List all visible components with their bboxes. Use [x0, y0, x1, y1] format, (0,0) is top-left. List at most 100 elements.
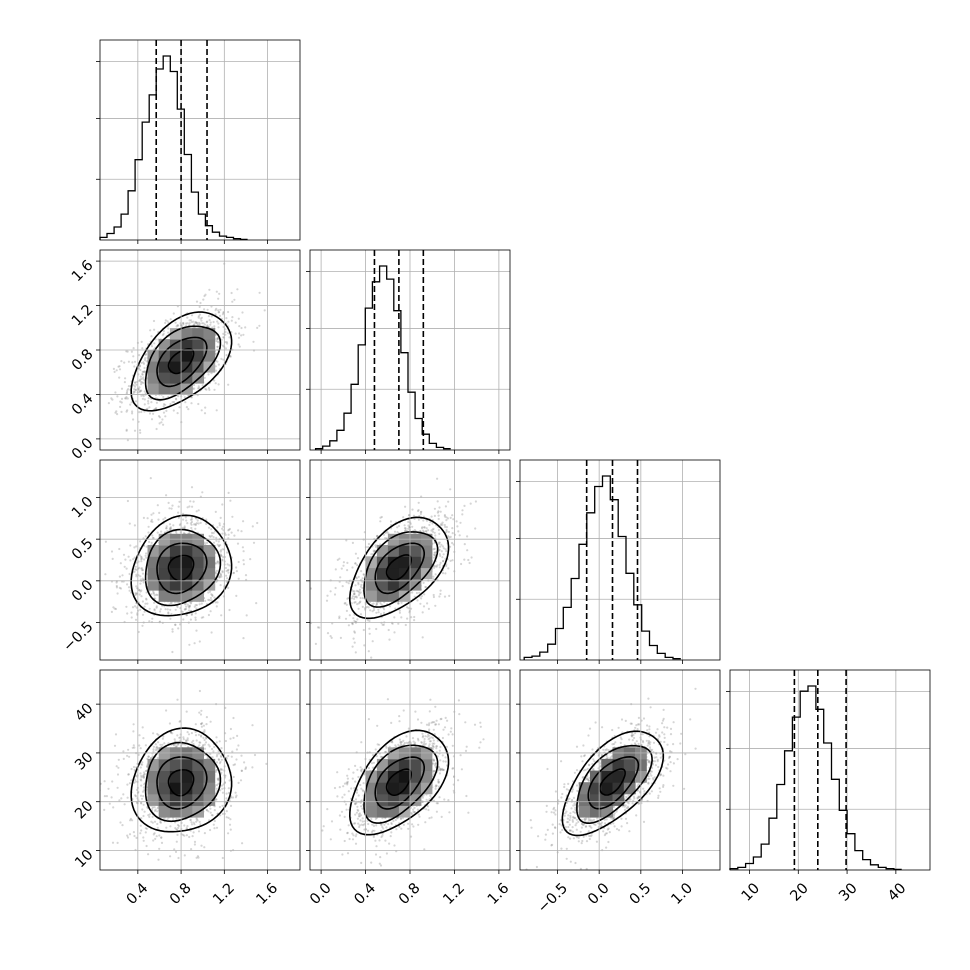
scatter-point — [213, 745, 216, 749]
density-cell — [158, 556, 171, 569]
scatter-point — [190, 516, 193, 519]
scatter-point — [203, 747, 207, 750]
scatter-point — [161, 737, 164, 740]
scatter-point — [207, 387, 210, 390]
scatter-point — [404, 527, 407, 530]
scatter-point — [398, 609, 401, 612]
scatter-point — [183, 396, 186, 399]
scatter-point — [232, 572, 235, 575]
scatter-point — [432, 527, 435, 531]
scatter-point — [112, 606, 115, 609]
scatter-point — [154, 597, 157, 600]
scatter-point — [355, 577, 358, 580]
scatter-point — [144, 353, 147, 356]
scatter-point — [216, 345, 219, 348]
scatter-point — [127, 773, 130, 776]
scatter-point — [145, 360, 148, 363]
scatter-point — [203, 846, 206, 849]
scatter-point — [191, 835, 194, 838]
scatter-point — [190, 526, 193, 530]
scatter-point — [183, 526, 186, 530]
scatter-point — [207, 315, 210, 318]
scatter-point — [203, 832, 206, 835]
scatter-point — [346, 597, 349, 600]
scatter-point — [149, 477, 152, 480]
scatter-point — [380, 603, 383, 606]
scatter-point — [437, 541, 441, 544]
scatter-point — [141, 808, 144, 811]
scatter-point — [237, 744, 240, 747]
scatter-point — [430, 515, 433, 518]
scatter-point — [144, 769, 147, 773]
scatter-point — [167, 327, 170, 330]
scatter-point — [420, 510, 423, 513]
scatter-point — [255, 602, 258, 605]
scatter-point — [346, 569, 349, 572]
scatter-point — [126, 397, 129, 400]
scatter-point — [185, 834, 188, 837]
scatter-point — [127, 360, 130, 363]
density-cell — [398, 533, 411, 546]
scatter-point — [150, 518, 153, 521]
scatter-point — [145, 598, 148, 601]
scatter-point — [348, 614, 351, 617]
scatter-point — [138, 379, 141, 382]
scatter-point — [249, 558, 252, 561]
scatter-point — [442, 547, 445, 550]
scatter-point — [111, 398, 114, 401]
scatter-point — [130, 401, 133, 404]
scatter-point — [227, 383, 230, 386]
scatter-point — [425, 586, 428, 589]
y-tick-label: 1.6 — [69, 257, 97, 285]
scatter-point — [438, 541, 441, 544]
density-cell — [158, 578, 171, 591]
scatter-point — [207, 613, 210, 617]
scatter-point — [133, 834, 136, 838]
scatter-point — [221, 856, 224, 860]
scatter-point — [194, 321, 197, 324]
scatter-point — [225, 574, 228, 577]
scatter-point — [447, 535, 450, 538]
scatter-point — [211, 593, 214, 597]
scatter-point — [195, 604, 198, 607]
scatter-point — [449, 516, 452, 520]
density-cell — [181, 578, 193, 591]
scatter-point — [215, 580, 218, 583]
scatter-point — [104, 573, 107, 576]
scatter-point — [132, 418, 135, 421]
scatter-point — [182, 518, 185, 521]
scatter-point — [134, 388, 137, 391]
scatter-point — [229, 804, 233, 808]
scatter-point — [252, 340, 255, 343]
scatter-point — [168, 523, 172, 526]
scatter-point — [162, 411, 166, 414]
density-cell — [169, 339, 182, 351]
scatter-point — [417, 501, 420, 504]
scatter-point — [423, 593, 426, 596]
scatter-point — [167, 452, 169, 454]
scatter-point — [129, 403, 132, 406]
scatter-point — [183, 854, 186, 857]
density-cell — [147, 567, 160, 580]
density-cell — [147, 372, 160, 384]
scatter-point — [151, 536, 155, 539]
scatter-point — [153, 609, 156, 612]
scatter-point — [237, 317, 240, 320]
scatter-point — [220, 575, 223, 578]
scatter-point — [215, 290, 218, 293]
scatter-point — [131, 819, 134, 822]
scatter-point — [179, 623, 182, 626]
y-tick-label: 1.0 — [69, 494, 97, 522]
scatter-point — [209, 752, 212, 756]
scatter-point — [421, 526, 424, 529]
scatter-point — [411, 508, 414, 511]
density-cell — [203, 556, 216, 569]
scatter-point — [234, 332, 237, 335]
scatter-point — [432, 548, 435, 551]
scatter-point — [132, 558, 135, 561]
scatter-point — [448, 536, 451, 539]
scatter-point — [359, 585, 362, 588]
scatter-point — [142, 381, 145, 384]
scatter-point — [237, 560, 240, 564]
scatter-point — [436, 500, 439, 503]
